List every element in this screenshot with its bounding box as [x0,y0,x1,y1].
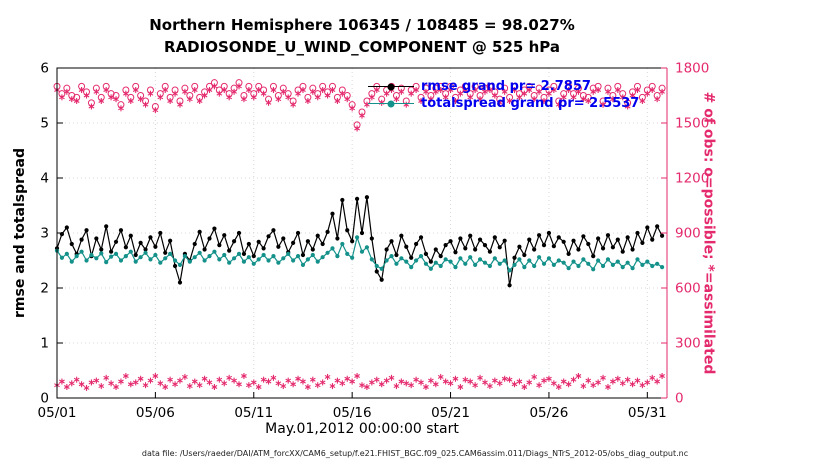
svg-text:05/21: 05/21 [431,405,470,421]
svg-text:0: 0 [675,391,684,407]
y-axis-label-left-wrap: rmse and totalspread [6,68,34,398]
svg-text:900: 900 [675,226,701,242]
legend-item-totalspread: totalspread grand pr= 2.5537 [368,95,639,112]
data-file-caption: data file: /Users/raeder/DAI/ATM_forcXX/… [141,449,689,458]
svg-text:1800: 1800 [675,61,709,77]
title-line-2: RADIOSONDE_U_WIND_COMPONENT @ 525 hPa [164,38,560,56]
legend: rmse grand pr= 2.7857 totalspread grand … [368,78,639,112]
svg-text:3: 3 [40,226,49,242]
svg-text:1500: 1500 [675,116,709,132]
title-line-1: Northern Hemisphere 106345 / 108485 = 98… [149,16,575,34]
y-axis-label-right: # of obs: o=possible; *=assimilated [700,91,716,375]
svg-text:1200: 1200 [675,171,709,187]
totalspread-line-marker-icon [368,99,414,109]
svg-text:05/06: 05/06 [136,405,175,421]
chart-title: Northern Hemisphere 106345 / 108485 = 98… [57,14,667,58]
svg-text:05/01: 05/01 [38,405,77,421]
svg-text:6: 6 [40,61,49,77]
svg-text:600: 600 [675,281,701,297]
legend-label-totalspread: totalspread grand pr= 2.5537 [421,96,640,111]
svg-text:05/11: 05/11 [234,405,273,421]
x-axis-label: May.01,2012 00:00:00 start [265,421,459,437]
svg-text:300: 300 [675,336,701,352]
legend-label-rmse: rmse grand pr= 2.7857 [421,79,591,94]
svg-text:4: 4 [40,171,49,187]
svg-text:1: 1 [40,336,49,352]
y-axis-label-right-wrap: # of obs: o=possible; *=assimilated [692,68,724,398]
svg-text:05/31: 05/31 [628,405,667,421]
y-axis-label-left: rmse and totalspread [12,148,29,318]
rmse-line-marker-icon [368,82,414,92]
svg-text:05/16: 05/16 [333,405,372,421]
legend-item-rmse: rmse grand pr= 2.7857 [368,78,639,95]
svg-text:5: 5 [40,116,49,132]
svg-text:2: 2 [40,281,49,297]
svg-text:05/26: 05/26 [529,405,568,421]
svg-text:0: 0 [40,391,49,407]
